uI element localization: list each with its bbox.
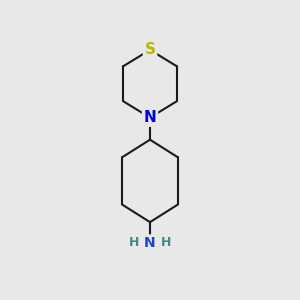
Text: H: H [129, 236, 139, 249]
Text: N: N [144, 110, 156, 125]
Text: N: N [144, 236, 156, 250]
Text: S: S [145, 42, 155, 57]
Text: H: H [161, 236, 171, 249]
